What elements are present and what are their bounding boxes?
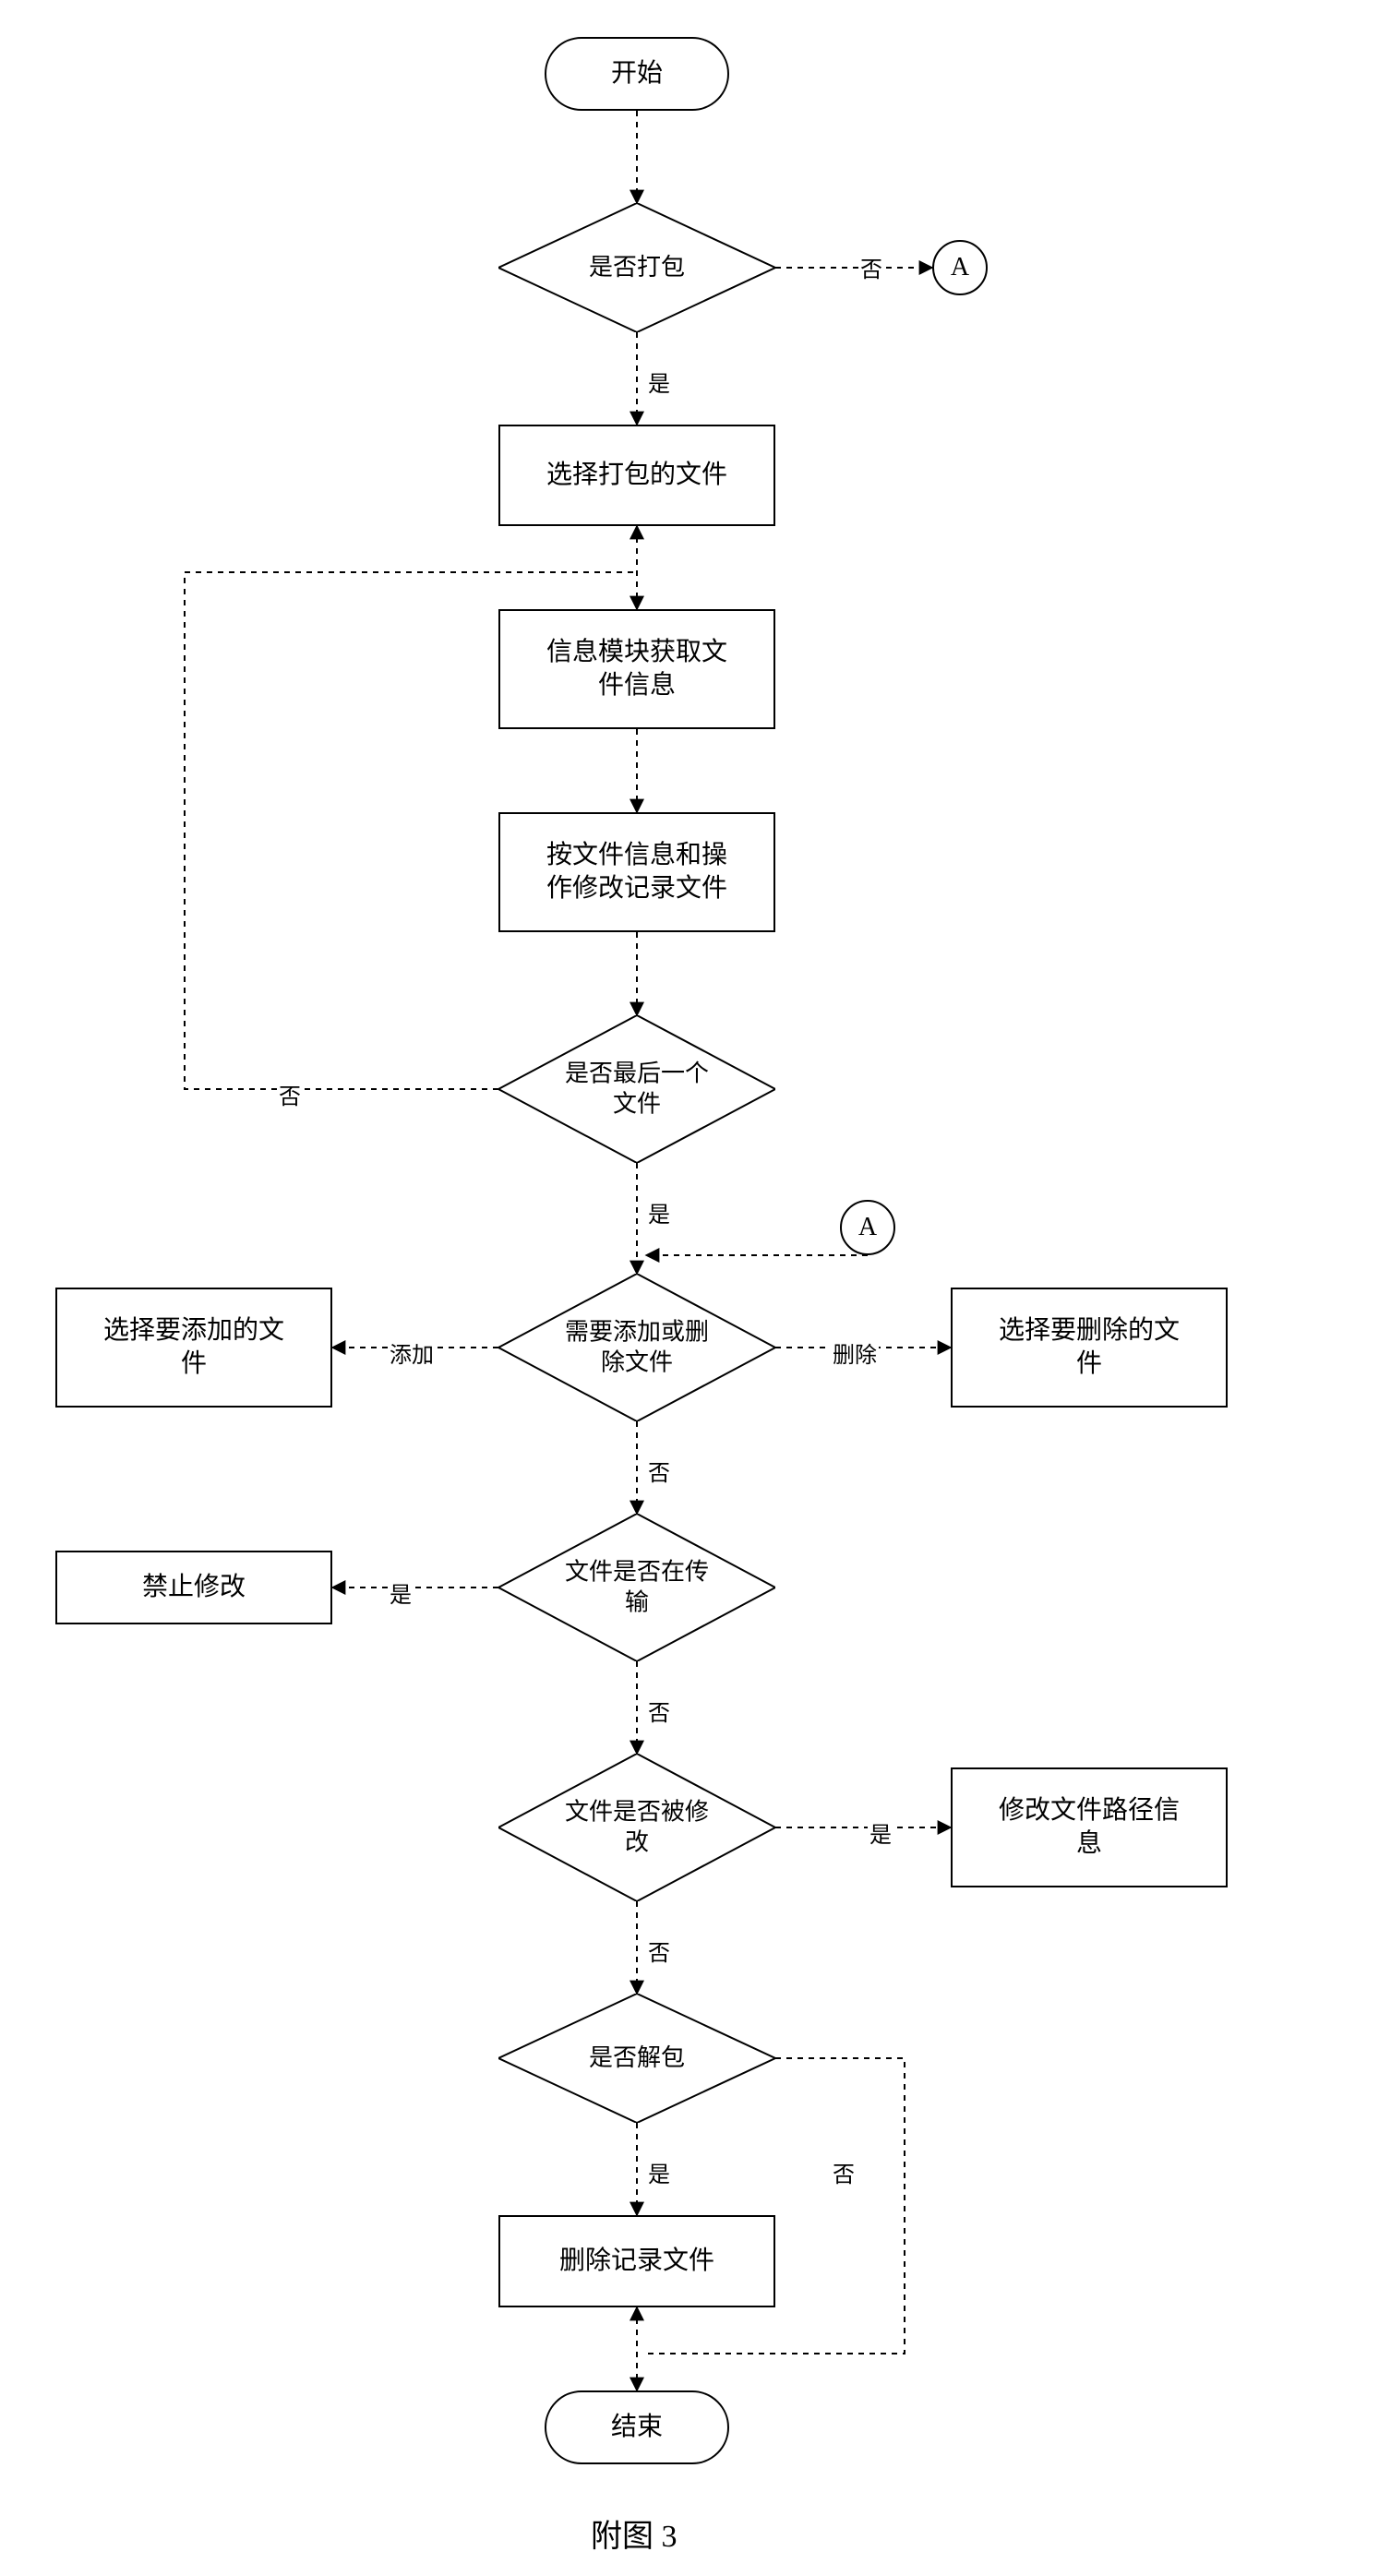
l_add: 添加	[388, 1336, 436, 1369]
p_info-process: 信息模块获取文件信息	[498, 609, 775, 729]
l_modif_no: 否	[646, 1935, 672, 1967]
l_trans_no: 否	[646, 1695, 672, 1727]
figure-caption: 附图 3	[591, 2510, 678, 2556]
p_sel-process: 选择打包的文件	[498, 425, 775, 526]
p_delrec-process: 删除记录文件	[498, 2215, 775, 2307]
conn_a2-connector: A	[840, 1200, 895, 1255]
d_pack-decision: 是否打包	[498, 203, 775, 332]
p_mod-process: 按文件信息和操作修改记录文件	[498, 812, 775, 932]
l_modif_yes: 是	[868, 1816, 893, 1849]
p_add-process: 选择要添加的文件	[55, 1288, 332, 1408]
l_pack_no: 否	[858, 251, 884, 283]
d_trans-decision: 文件是否在传输	[498, 1514, 775, 1661]
d_modif-decision: 文件是否被修改	[498, 1754, 775, 1901]
l_last_no: 否	[277, 1078, 303, 1110]
l_unpk_yes: 是	[646, 2156, 672, 2188]
l_unpk_no: 否	[831, 2156, 857, 2188]
l_trans_yes: 是	[388, 1576, 414, 1609]
l_rm: 删除	[831, 1336, 879, 1369]
p_del-process: 选择要删除的文件	[951, 1288, 1228, 1408]
end-terminator: 结束	[545, 2390, 729, 2464]
p_forbid-process: 禁止修改	[55, 1551, 332, 1624]
d_addrm-decision: 需要添加或删除文件	[498, 1274, 775, 1421]
d_last-decision: 是否最后一个文件	[498, 1015, 775, 1163]
l_addrm_no: 否	[646, 1455, 672, 1487]
start-terminator: 开始	[545, 37, 729, 111]
l_last_yes: 是	[646, 1196, 672, 1228]
conn_a1-connector: A	[932, 240, 988, 295]
p_path-process: 修改文件路径信息	[951, 1767, 1228, 1887]
l_pack_yes: 是	[646, 365, 672, 398]
d_unpk-decision: 是否解包	[498, 1994, 775, 2123]
